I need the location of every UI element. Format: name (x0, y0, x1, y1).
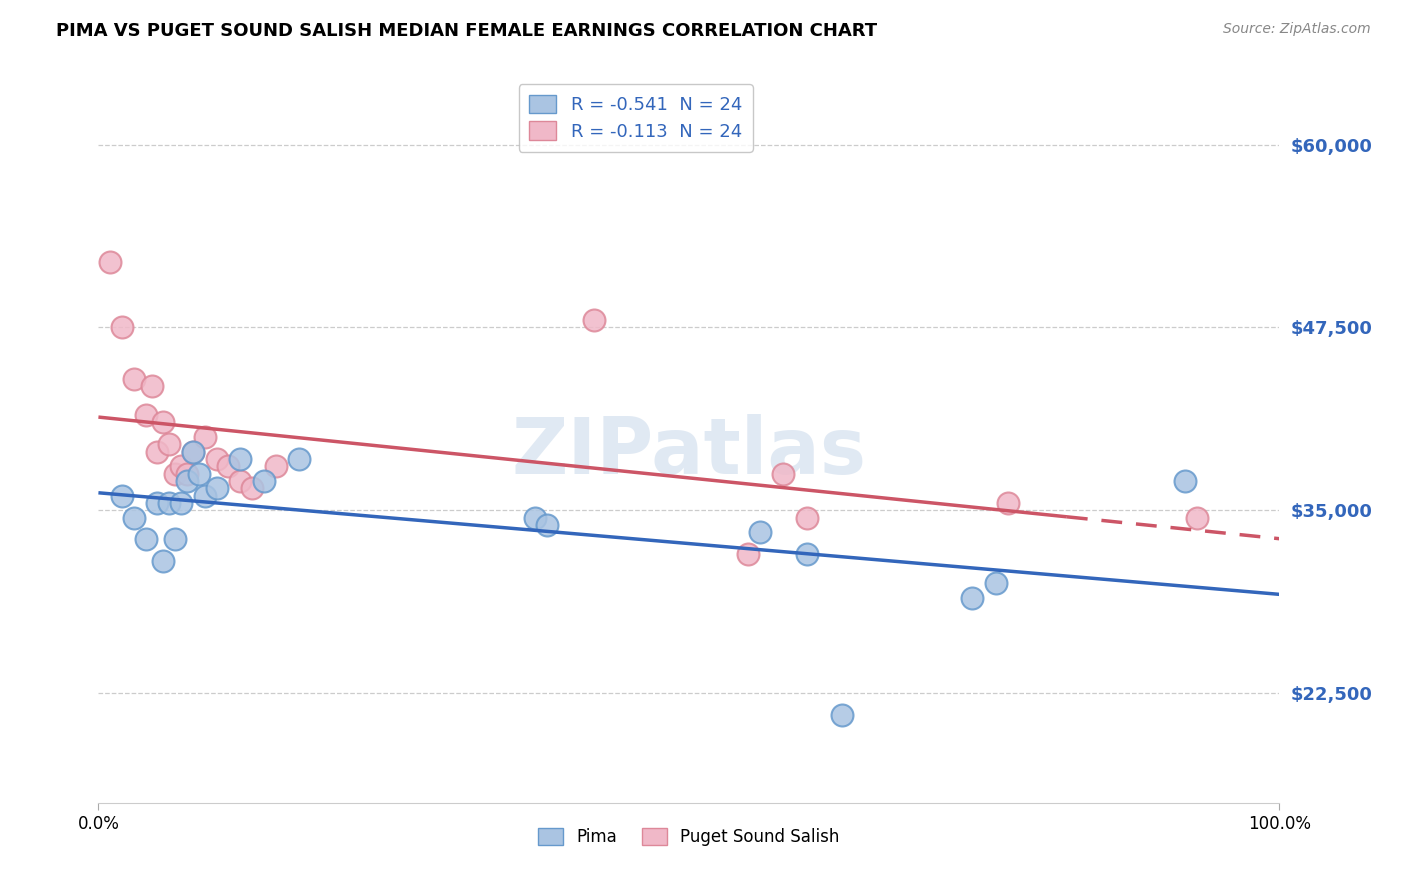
Point (181, 444, 204, 458)
Point (205, 452, 228, 467)
Legend: Pima, Puget Sound Salish: Pima, Puget Sound Salish (531, 822, 846, 853)
Point (146, 496, 169, 510)
Point (111, 320, 134, 334)
Point (288, 452, 311, 467)
Point (796, 510, 818, 524)
Point (170, 459, 193, 474)
Point (229, 452, 252, 467)
Point (165, 467, 187, 481)
Point (205, 481, 228, 495)
Text: PIMA VS PUGET SOUND SALISH MEDIAN FEMALE EARNINGS CORRELATION CHART: PIMA VS PUGET SOUND SALISH MEDIAN FEMALE… (56, 22, 877, 40)
Point (176, 467, 198, 481)
Point (772, 467, 794, 481)
Point (217, 459, 239, 474)
Point (194, 489, 217, 503)
Point (165, 533, 187, 547)
Point (157, 496, 180, 510)
Point (181, 444, 204, 458)
Point (152, 554, 174, 568)
Point (748, 525, 770, 540)
Point (135, 533, 157, 547)
Point (98, 254, 121, 268)
Point (240, 481, 263, 495)
Text: Source: ZipAtlas.com: Source: ZipAtlas.com (1223, 22, 1371, 37)
Point (135, 408, 157, 422)
Point (122, 371, 145, 385)
Point (152, 416, 174, 430)
Point (187, 467, 209, 481)
Point (229, 474, 252, 488)
Point (141, 379, 163, 393)
Point (796, 547, 818, 561)
Point (146, 444, 169, 458)
Point (1174, 474, 1197, 488)
Point (962, 591, 984, 605)
Point (264, 459, 287, 474)
Point (176, 474, 198, 488)
Point (984, 576, 1007, 591)
Point (157, 437, 180, 451)
Point (536, 517, 558, 532)
Point (170, 496, 193, 510)
Point (111, 489, 134, 503)
Point (524, 510, 547, 524)
Point (194, 430, 217, 444)
Point (737, 547, 759, 561)
Point (831, 708, 853, 723)
Point (997, 496, 1019, 510)
Point (253, 474, 276, 488)
Point (122, 510, 145, 524)
Point (583, 313, 606, 327)
Point (1185, 510, 1208, 524)
Text: ZIPatlas: ZIPatlas (512, 414, 866, 490)
